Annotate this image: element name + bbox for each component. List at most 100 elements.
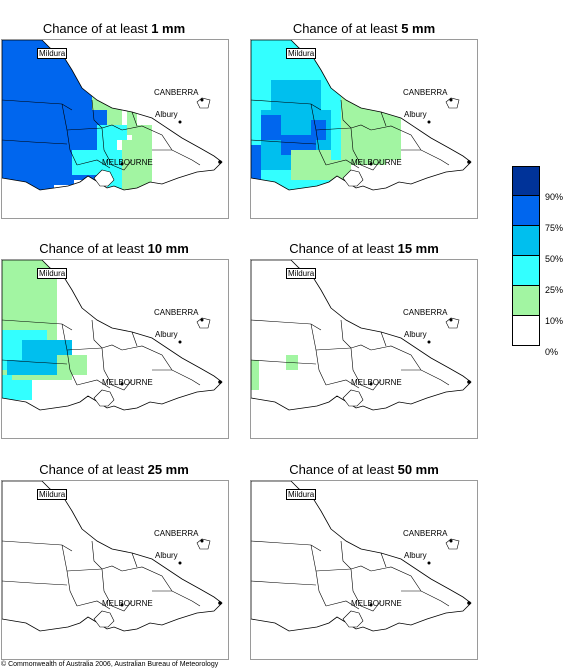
district-boundary <box>340 319 352 349</box>
probability-shading <box>2 40 152 190</box>
district-boundary <box>2 99 73 111</box>
district-boundary <box>380 331 387 347</box>
district-boundary <box>370 125 422 151</box>
city-marker <box>200 98 204 102</box>
city-marker <box>200 318 204 322</box>
legend-swatch-10 <box>512 286 540 316</box>
district-boundary <box>310 323 327 386</box>
district-boundary <box>370 566 422 592</box>
city-marker <box>178 120 182 124</box>
district-boundary <box>101 568 133 612</box>
district-boundary <box>91 99 103 129</box>
state-border <box>251 40 472 191</box>
city-label-albury: Albury <box>155 110 178 119</box>
city-marker <box>427 340 431 344</box>
probability-cell <box>117 75 127 110</box>
map-25mm: Mildura CANBERRA Albury MELBOURNE <box>1 480 229 660</box>
district-boundary <box>2 540 73 552</box>
city-label-canberra: CANBERRA <box>154 529 199 538</box>
district-boundary <box>66 344 123 351</box>
act-boundary <box>196 97 211 109</box>
legend-label-90: 90% <box>545 192 564 202</box>
district-boundary <box>251 540 322 552</box>
port-phillip-bay <box>93 169 115 187</box>
probability-cell <box>107 105 122 125</box>
state-border <box>251 481 472 632</box>
district-boundary <box>315 124 372 131</box>
district-boundary <box>310 103 327 166</box>
map-1mm: Mildura CANBERRA Albury MELBOURNE <box>1 39 229 219</box>
district-boundary <box>401 590 450 607</box>
panel-title-50mm: Chance of at least 50 mm <box>289 462 439 477</box>
act-boundary <box>445 317 460 329</box>
state-border <box>2 40 223 191</box>
probability-cell <box>82 40 97 50</box>
victoria-map <box>2 260 223 411</box>
district-boundary <box>91 540 103 570</box>
point-marker <box>218 160 222 164</box>
act-boundary <box>445 97 460 109</box>
city-label-melbourne: MELBOURNE <box>102 158 153 167</box>
district-boundary <box>2 139 68 145</box>
city-label-melbourne: MELBOURNE <box>351 158 402 167</box>
victoria-map <box>251 260 472 411</box>
probability-shading <box>2 260 87 400</box>
district-boundary <box>152 149 201 166</box>
district-boundary <box>66 124 123 131</box>
victoria-map <box>251 481 472 632</box>
district-boundary <box>370 345 422 371</box>
act-boundary <box>196 538 211 550</box>
district-boundary <box>401 149 450 166</box>
point-marker <box>467 160 471 164</box>
state-border <box>2 481 223 632</box>
city-marker <box>427 120 431 124</box>
district-boundary <box>76 379 111 389</box>
city-marker <box>120 382 124 386</box>
district-boundary <box>251 319 322 331</box>
city-marker <box>369 162 373 166</box>
panel-title-5mm: Chance of at least 5 mm <box>292 21 436 36</box>
city-label-canberra: CANBERRA <box>154 88 199 97</box>
city-marker <box>200 539 204 543</box>
map-15mm: Mildura CANBERRA Albury MELBOURNE <box>250 259 478 439</box>
district-boundary <box>131 111 138 127</box>
probability-cell <box>7 360 27 375</box>
district-boundary <box>350 568 382 612</box>
probability-cell <box>321 160 351 180</box>
state-border <box>2 260 223 411</box>
legend-swatch-90 <box>512 166 540 196</box>
probability-cell <box>54 40 74 185</box>
city-label-canberra: CANBERRA <box>403 529 448 538</box>
probability-cell <box>99 70 107 130</box>
probability-cell <box>261 115 281 140</box>
district-boundary <box>401 369 450 386</box>
district-boundary <box>310 544 327 607</box>
probability-cell <box>57 355 87 375</box>
city-label-melbourne: MELBOURNE <box>351 599 402 608</box>
probability-cell <box>7 265 32 280</box>
legend-label-10: 10% <box>545 316 564 326</box>
district-boundary <box>315 344 372 351</box>
district-boundary <box>101 127 133 171</box>
district-boundary <box>251 99 322 111</box>
district-boundary <box>2 580 68 586</box>
probability-shading <box>251 40 401 190</box>
district-boundary <box>350 127 382 171</box>
port-phillip-bay <box>342 610 364 628</box>
probability-cell <box>251 360 259 390</box>
district-boundary <box>325 600 360 610</box>
city-label-canberra: CANBERRA <box>154 308 199 317</box>
port-phillip-bay <box>342 169 364 187</box>
legend-swatch-75 <box>512 196 540 226</box>
city-label-albury: Albury <box>155 551 178 560</box>
probability-cell <box>107 60 117 100</box>
city-label-canberra: CANBERRA <box>403 308 448 317</box>
legend-label-25: 25% <box>545 285 564 295</box>
district-boundary <box>2 319 73 331</box>
city-marker <box>369 382 373 386</box>
city-label-mildura: Mildura <box>286 268 317 279</box>
city-label-mildura: Mildura <box>286 48 317 59</box>
city-marker <box>178 340 182 344</box>
district-boundary <box>121 345 173 371</box>
probability-cell <box>2 40 54 190</box>
